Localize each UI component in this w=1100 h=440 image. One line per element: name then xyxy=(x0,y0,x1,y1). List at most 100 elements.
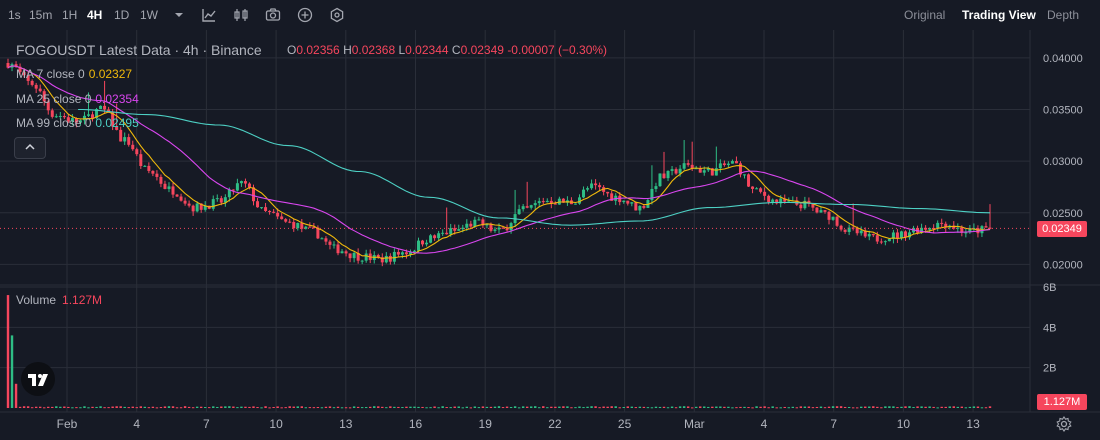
volume-bar xyxy=(956,406,960,408)
candle-body xyxy=(86,114,90,116)
ma7-legend[interactable]: MA 7 close 0 0.02327 xyxy=(16,67,132,81)
volume-bar xyxy=(920,406,923,408)
ma7-value: 0.02327 xyxy=(88,67,133,81)
volume-bar xyxy=(574,407,577,409)
chart-type-icon[interactable] xyxy=(232,6,250,24)
volume-bar xyxy=(445,407,448,409)
camera-icon[interactable] xyxy=(264,6,282,24)
view-trading-view[interactable]: Trading View xyxy=(962,8,1036,22)
plus-circle-icon[interactable] xyxy=(296,6,314,24)
candle-body xyxy=(638,206,642,211)
indicators-icon[interactable] xyxy=(200,6,218,24)
volume-bar xyxy=(83,406,86,408)
candle-body xyxy=(678,168,682,174)
candle-body xyxy=(799,204,803,209)
last-volume-tag: 1.127M xyxy=(1037,394,1087,410)
candle-body xyxy=(610,193,614,201)
ma25-legend[interactable]: MA 25 close 0 0.02354 xyxy=(16,92,139,106)
tradingview-logo[interactable] xyxy=(21,362,55,396)
volume-bar xyxy=(67,406,70,408)
candle-body xyxy=(787,200,791,202)
candle-body xyxy=(738,163,742,175)
volume-bar xyxy=(95,406,98,408)
volume-bar xyxy=(461,407,464,409)
volume-bar xyxy=(912,407,915,409)
volume-bar xyxy=(300,406,303,408)
candle-body xyxy=(211,199,215,209)
volume-bar xyxy=(670,406,674,408)
interval-15m[interactable]: 15m xyxy=(29,8,53,22)
volume-bar xyxy=(212,406,215,408)
price-tick-label: 0.02500 xyxy=(1043,208,1083,220)
volume-bar xyxy=(570,407,573,409)
ma25-value: 0.02354 xyxy=(95,92,139,106)
candle-body xyxy=(598,185,602,188)
candle-body xyxy=(622,200,626,203)
candle-body xyxy=(203,205,207,210)
interval-1h[interactable]: 1H xyxy=(62,8,78,22)
volume-bar xyxy=(525,406,529,408)
ma99-legend[interactable]: MA 99 close 0 0.02495 xyxy=(16,116,139,130)
candle-body xyxy=(328,241,332,245)
candle-body xyxy=(964,232,968,234)
interval-1w[interactable]: 1W xyxy=(140,8,158,22)
volume-bar xyxy=(767,407,770,409)
view-depth[interactable]: Depth xyxy=(1047,8,1080,22)
volume-bar xyxy=(373,406,376,408)
candle-body xyxy=(304,226,308,229)
collapse-legend-button[interactable] xyxy=(14,137,46,159)
volume-bar xyxy=(187,406,191,408)
volume-bar xyxy=(493,406,497,408)
candle-body xyxy=(807,200,811,204)
volume-bar xyxy=(626,406,629,408)
volume-bar xyxy=(916,406,919,408)
volume-bar xyxy=(481,406,485,408)
volume-bar xyxy=(276,406,279,408)
volume-bar xyxy=(264,406,267,408)
volume-bar xyxy=(695,406,698,408)
candle-body xyxy=(348,253,352,259)
chevron-down-icon[interactable] xyxy=(170,6,188,24)
volume-bar xyxy=(111,406,114,408)
candle-body xyxy=(320,238,324,240)
volume-bar xyxy=(216,406,219,408)
volume-bar xyxy=(594,406,597,408)
candle-body xyxy=(107,109,111,112)
volume-bar xyxy=(723,406,726,408)
candle-body xyxy=(151,170,155,174)
settings-gear-icon[interactable] xyxy=(1055,415,1073,433)
interval-1d[interactable]: 1D xyxy=(114,8,130,22)
volume-bar xyxy=(884,406,887,408)
candle-body xyxy=(481,219,485,226)
candle-body xyxy=(501,227,505,229)
view-original[interactable]: Original xyxy=(904,8,946,22)
volume-bar xyxy=(618,407,621,409)
candle-body xyxy=(264,207,268,211)
volume-bar xyxy=(590,406,593,408)
candle-body xyxy=(187,203,191,206)
volume-bar xyxy=(409,406,412,408)
volume-bar xyxy=(425,407,428,409)
candle-body xyxy=(751,186,755,189)
candle-body xyxy=(38,88,42,92)
volume-bar xyxy=(123,406,126,408)
volume-bar xyxy=(352,406,356,408)
volume-bar xyxy=(586,406,589,408)
candle-body xyxy=(284,219,288,222)
volume-bar xyxy=(775,407,778,409)
volume-bar xyxy=(513,406,517,408)
candle-body xyxy=(147,165,151,171)
volume-bar xyxy=(791,406,794,408)
interval-1s[interactable]: 1s xyxy=(8,8,21,22)
ma99-line xyxy=(78,108,991,226)
volume-bar xyxy=(843,406,847,408)
volume-bar xyxy=(501,407,505,409)
settings-hex-icon[interactable] xyxy=(328,6,346,24)
candle-body xyxy=(590,183,594,189)
candle-body xyxy=(549,200,553,204)
candle-body xyxy=(940,222,944,224)
interval-4h[interactable]: 4H xyxy=(87,8,103,22)
volume-bar xyxy=(735,407,738,409)
candle-body xyxy=(50,110,54,117)
